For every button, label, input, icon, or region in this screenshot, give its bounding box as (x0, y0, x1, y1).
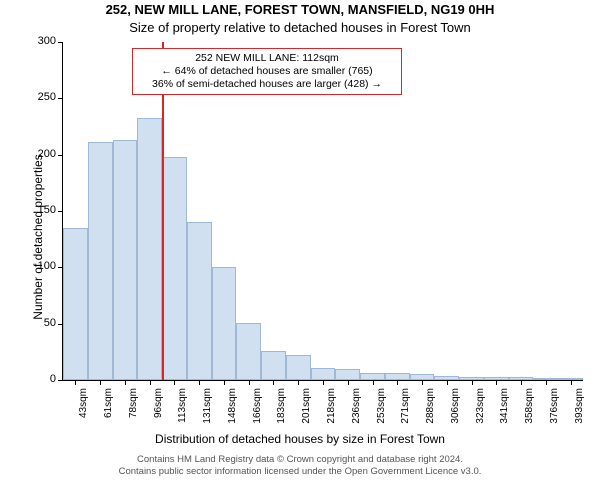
xtick-label: 131sqm (202, 388, 213, 436)
xtick-label: 306sqm (450, 388, 461, 436)
histogram-bar (385, 373, 410, 380)
histogram-bar (187, 222, 212, 380)
xtick-label: 376sqm (549, 388, 560, 436)
histogram-bar (88, 142, 113, 380)
chart-container: 252, NEW MILL LANE, FOREST TOWN, MANSFIE… (0, 0, 600, 500)
xtick-label: 148sqm (227, 388, 238, 436)
ytick-label: 250 (22, 91, 56, 103)
xtick-line (224, 380, 225, 385)
xtick-label: 218sqm (326, 388, 337, 436)
xtick-label: 393sqm (574, 388, 585, 436)
xtick-label: 271sqm (400, 388, 411, 436)
histogram-bar (335, 369, 360, 380)
ytick-label: 200 (22, 148, 56, 160)
xtick-label: 96sqm (153, 388, 164, 436)
histogram-bar (113, 140, 138, 380)
xtick-line (249, 380, 250, 385)
xtick-line (125, 380, 126, 385)
chart-subtitle: Size of property relative to detached ho… (0, 20, 600, 35)
xtick-label: 166sqm (252, 388, 263, 436)
histogram-bar (360, 373, 385, 380)
xtick-label: 288sqm (425, 388, 436, 436)
xtick-line (100, 380, 101, 385)
xtick-line (273, 380, 274, 385)
xtick-label: 236sqm (351, 388, 362, 436)
xtick-label: 43sqm (78, 388, 89, 436)
ytick-line (58, 380, 63, 381)
histogram-bar (162, 157, 187, 380)
xtick-line (422, 380, 423, 385)
ytick-line (58, 98, 63, 99)
xtick-line (75, 380, 76, 385)
footer-line1: Contains HM Land Registry data © Crown c… (0, 454, 600, 466)
xtick-label: 61sqm (103, 388, 114, 436)
x-axis-label: Distribution of detached houses by size … (0, 432, 600, 446)
chart-title-address: 252, NEW MILL LANE, FOREST TOWN, MANSFIE… (0, 2, 600, 17)
xtick-line (298, 380, 299, 385)
ytick-line (58, 42, 63, 43)
xtick-line (546, 380, 547, 385)
xtick-line (323, 380, 324, 385)
xtick-line (472, 380, 473, 385)
footer-attribution: Contains HM Land Registry data © Crown c… (0, 454, 600, 478)
ytick-label: 150 (22, 204, 56, 216)
xtick-label: 253sqm (376, 388, 387, 436)
annotation-box: 252 NEW MILL LANE: 112sqm ← 64% of detac… (132, 48, 402, 95)
xtick-label: 201sqm (301, 388, 312, 436)
xtick-label: 323sqm (475, 388, 486, 436)
xtick-label: 358sqm (524, 388, 535, 436)
xtick-line (150, 380, 151, 385)
xtick-line (174, 380, 175, 385)
histogram-bar (236, 323, 261, 380)
histogram-bar (212, 267, 237, 380)
xtick-line (447, 380, 448, 385)
histogram-bar (137, 118, 162, 381)
xtick-label: 113sqm (177, 388, 188, 436)
footer-line2: Contains public sector information licen… (0, 466, 600, 478)
xtick-label: 183sqm (276, 388, 287, 436)
xtick-line (373, 380, 374, 385)
ytick-label: 300 (22, 35, 56, 47)
ytick-label: 0 (22, 373, 56, 385)
annotation-line1: 252 NEW MILL LANE: 112sqm (139, 52, 395, 65)
histogram-bar (311, 368, 336, 380)
xtick-line (199, 380, 200, 385)
xtick-line (348, 380, 349, 385)
ytick-label: 100 (22, 260, 56, 272)
xtick-line (571, 380, 572, 385)
ytick-line (58, 155, 63, 156)
histogram-bar (286, 355, 311, 380)
annotation-line3: 36% of semi-detached houses are larger (… (139, 78, 395, 91)
xtick-label: 78sqm (128, 388, 139, 436)
histogram-bar (63, 228, 88, 380)
xtick-label: 341sqm (499, 388, 510, 436)
annotation-line2: ← 64% of detached houses are smaller (76… (139, 65, 395, 78)
histogram-bar (261, 351, 286, 380)
ytick-line (58, 211, 63, 212)
y-axis-label: Number of detached properties (31, 137, 45, 337)
ytick-label: 50 (22, 317, 56, 329)
xtick-line (397, 380, 398, 385)
xtick-line (521, 380, 522, 385)
xtick-line (496, 380, 497, 385)
